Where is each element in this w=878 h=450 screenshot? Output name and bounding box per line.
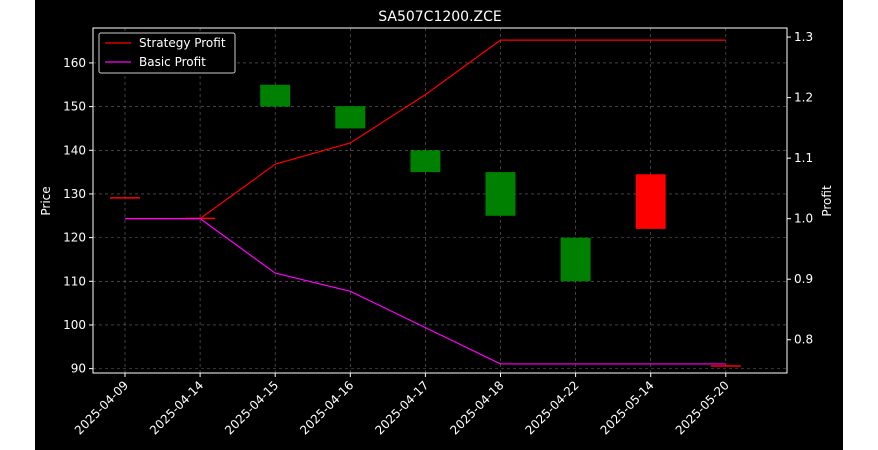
plot-frame xyxy=(92,27,788,374)
legend-label-basic: Basic Profit xyxy=(139,55,206,69)
y-tick-label: 110 xyxy=(63,274,86,288)
candles xyxy=(110,84,741,367)
chart-title: SA507C1200.ZCE xyxy=(378,9,502,25)
strategy-profit-line xyxy=(125,39,726,220)
y-tick-label: 160 xyxy=(63,56,86,70)
basic-profit-line xyxy=(125,218,726,365)
chart-svg: SA507C1200.ZCE 2025-04-09 2025-04-14 2025-… xyxy=(39,9,834,437)
y-tick-label: 120 xyxy=(63,231,86,245)
y-axis-label: Price xyxy=(39,186,53,215)
grid xyxy=(93,28,787,373)
y2-axis-label: Profit xyxy=(820,185,834,217)
y2-tick-label: 0.9 xyxy=(794,272,813,286)
x-tick-label: 2025-04-16 xyxy=(297,378,356,437)
legend-label-strategy: Strategy Profit xyxy=(139,36,226,50)
y2-tick-label: 1.0 xyxy=(794,212,813,226)
y2-tick-label: 0.8 xyxy=(794,333,813,347)
legend-box xyxy=(98,32,236,74)
candle xyxy=(260,84,291,107)
y2-tick-label: 1.3 xyxy=(794,30,813,44)
x-tick-label: 2025-04-15 xyxy=(222,378,281,437)
y-tick-label: 150 xyxy=(63,100,86,114)
axes: 2025-04-09 2025-04-14 2025-04-15 2025-04-16… xyxy=(63,30,813,437)
legend: Strategy Profit Basic Profit xyxy=(98,32,236,74)
candle xyxy=(485,172,516,216)
x-tick-label: 2025-04-17 xyxy=(372,378,431,437)
x-tick-label: 2025-04-18 xyxy=(447,378,506,437)
candle xyxy=(410,150,441,173)
x-tick-label: 2025-04-09 xyxy=(72,378,131,437)
y2-tick-label: 1.1 xyxy=(794,151,813,165)
y-tick-label: 90 xyxy=(71,362,86,376)
y-tick-label: 140 xyxy=(63,143,86,157)
x-tick-label: 2025-04-22 xyxy=(523,378,582,437)
x-tick-label: 2025-05-14 xyxy=(598,378,657,437)
y2-tick-label: 1.2 xyxy=(794,91,813,105)
x-tick-label: 2025-04-14 xyxy=(147,378,206,437)
chart-figure: SA507C1200.ZCE 2025-04-09 2025-04-14 2025-… xyxy=(35,0,843,450)
candle xyxy=(560,237,591,282)
profit-lines xyxy=(125,39,726,365)
candle xyxy=(635,174,666,229)
y-tick-label: 130 xyxy=(63,187,86,201)
x-tick-label: 2025-05-20 xyxy=(673,378,732,437)
y-tick-label: 100 xyxy=(63,318,86,332)
candle xyxy=(335,106,366,129)
